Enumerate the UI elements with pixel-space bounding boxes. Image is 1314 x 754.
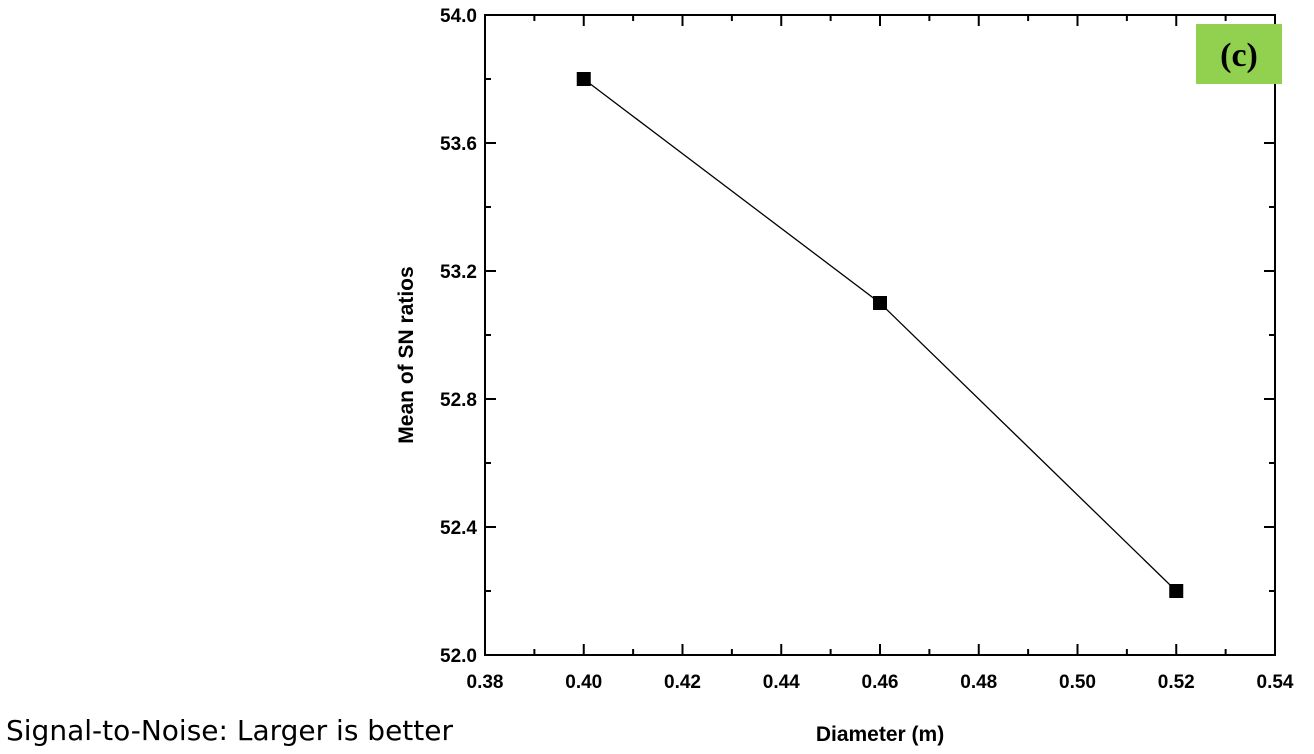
y-tick-label: 53.6: [440, 134, 477, 155]
x-tick-label: 0.44: [763, 672, 800, 693]
data-point: [1169, 584, 1184, 598]
data-point: [873, 296, 887, 310]
data-point: [576, 72, 591, 86]
x-tick-label: 0.48: [960, 672, 997, 693]
y-tick-label: 52.8: [440, 390, 477, 411]
x-tick-label: 0.54: [1257, 672, 1294, 693]
y-tick-label: 52.0: [440, 646, 477, 667]
x-tick-label: 0.52: [1158, 672, 1195, 693]
y-axis-title: Mean of SN ratios: [395, 266, 418, 443]
panel-label: (c): [1220, 37, 1258, 74]
x-tick-label: 0.50: [1059, 672, 1096, 693]
series-layer: [576, 72, 1184, 598]
x-tick-label: 0.46: [862, 672, 899, 693]
x-axis-title: Diameter (m): [816, 723, 944, 746]
axis-ticks: [484, 14, 1276, 656]
x-tick-label: 0.40: [565, 672, 602, 693]
plot-frame: [484, 14, 1276, 656]
series-line: [583, 78, 1177, 592]
y-tick-label: 52.4: [440, 518, 477, 539]
tick-labels: 0.38 0.40 0.42 0.44 0.46 0.48 0.50 0.52 0.54 52.0…: [440, 6, 1294, 693]
signal-to-noise-note: Signal-to-Noise: Larger is better: [6, 714, 454, 747]
x-tick-label: 0.42: [664, 672, 701, 693]
y-tick-label: 53.2: [440, 262, 477, 283]
panel-label-box: [1196, 24, 1282, 84]
x-tick-label: 0.38: [467, 672, 504, 693]
y-tick-label: 54.0: [440, 6, 477, 27]
